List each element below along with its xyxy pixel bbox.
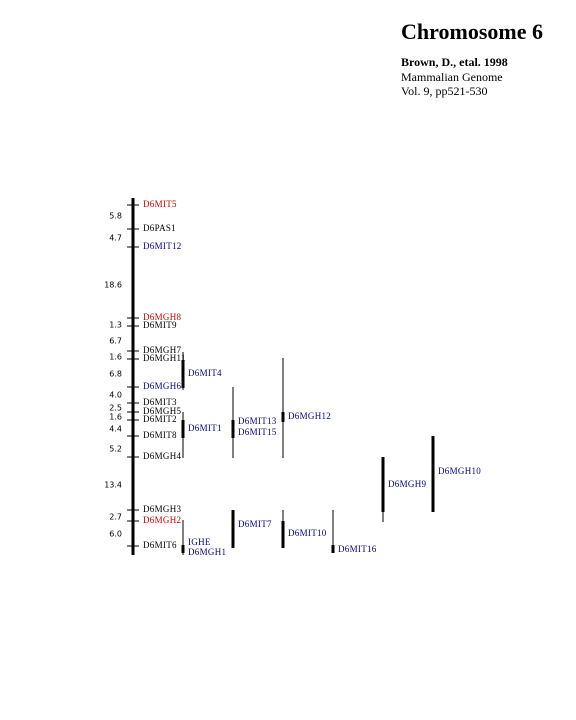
- distance-label: 6.0: [109, 530, 122, 539]
- distance-label: 6.7: [109, 337, 122, 346]
- interval-label: D6MGH10: [438, 466, 481, 476]
- marker-label: D6MGH3: [143, 504, 182, 514]
- distance-label: 5.2: [109, 445, 122, 454]
- distance-label: 13.4: [104, 481, 122, 490]
- interval-label: D6MIT13: [238, 416, 277, 426]
- distance-label: 5.8: [109, 212, 122, 221]
- marker-label: D6MIT6: [143, 540, 177, 550]
- interval-label: D6MIT16: [338, 544, 377, 554]
- marker-label: D6MGH5: [143, 406, 182, 416]
- marker-label: D6MIT8: [143, 430, 177, 440]
- distance-label: 6.8: [109, 370, 122, 379]
- title: Chromosome 6: [401, 19, 543, 44]
- marker-label: D6MGH6: [143, 381, 182, 391]
- marker-label: D6MGH4: [143, 451, 182, 461]
- marker-label: D6MGH8: [143, 312, 182, 322]
- interval-label: D6MGH9: [388, 479, 427, 489]
- volume: Vol. 9, pp521-530: [401, 84, 487, 98]
- marker-label: D6MIT3: [143, 397, 177, 407]
- interval-label: D6MIT10: [288, 528, 327, 538]
- marker-label: D6MGH11: [143, 353, 186, 363]
- marker-label: D6PAS1: [143, 223, 176, 233]
- distance-label: 4.4: [109, 425, 122, 434]
- distance-label: 1.3: [109, 321, 122, 330]
- marker-label: D6MGH7: [143, 345, 182, 355]
- distance-label: 18.6: [104, 281, 122, 290]
- journal: Mammalian Genome: [401, 70, 503, 84]
- interval-label: D6MIT4: [188, 368, 222, 378]
- marker-label: D6MIT12: [143, 241, 182, 251]
- distance-label: 4.0: [109, 391, 122, 400]
- interval-label: D6MGH1: [188, 547, 226, 557]
- distance-label: 4.7: [109, 234, 122, 243]
- distance-label: 2.7: [109, 513, 122, 522]
- interval-label: IGHE: [188, 537, 211, 547]
- distance-label: 2.5: [109, 404, 122, 413]
- interval-label: D6MIT7: [238, 519, 272, 529]
- distance-label: 1.6: [109, 353, 122, 362]
- marker-label: D6MIT5: [143, 199, 177, 209]
- marker-label: D6MIT9: [143, 320, 177, 330]
- distance-label: 1.6: [109, 413, 122, 422]
- interval-label: D6MGH12: [288, 411, 331, 421]
- interval-label: D6MIT1: [188, 423, 222, 433]
- interval-label: D6MIT15: [238, 427, 277, 437]
- citation: Brown, D., etal. 1998: [401, 55, 508, 69]
- marker-label: D6MGH2: [143, 515, 181, 525]
- marker-label: D6MIT2: [143, 414, 177, 424]
